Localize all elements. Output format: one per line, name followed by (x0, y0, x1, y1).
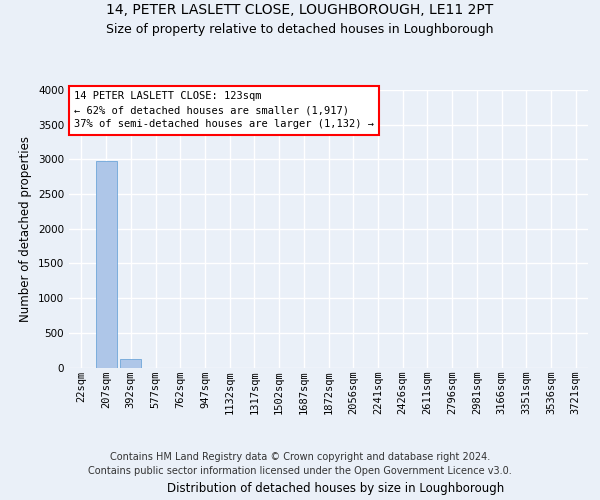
Text: 14, PETER LASLETT CLOSE, LOUGHBOROUGH, LE11 2PT: 14, PETER LASLETT CLOSE, LOUGHBOROUGH, L… (106, 2, 494, 16)
Bar (95, 161, 116, 368)
Y-axis label: Number of detached properties: Number of detached properties (19, 136, 32, 322)
Text: Distribution of detached houses by size in Loughborough: Distribution of detached houses by size … (167, 482, 505, 495)
Text: Size of property relative to detached houses in Loughborough: Size of property relative to detached ho… (106, 22, 494, 36)
Text: 14 PETER LASLETT CLOSE: 123sqm
← 62% of detached houses are smaller (1,917)
37% : 14 PETER LASLETT CLOSE: 123sqm ← 62% of … (74, 92, 374, 130)
Text: Contains HM Land Registry data © Crown copyright and database right 2024.: Contains HM Land Registry data © Crown c… (110, 452, 490, 462)
Text: Contains public sector information licensed under the Open Government Licence v3: Contains public sector information licen… (88, 466, 512, 476)
Bar (120, 359, 141, 368)
